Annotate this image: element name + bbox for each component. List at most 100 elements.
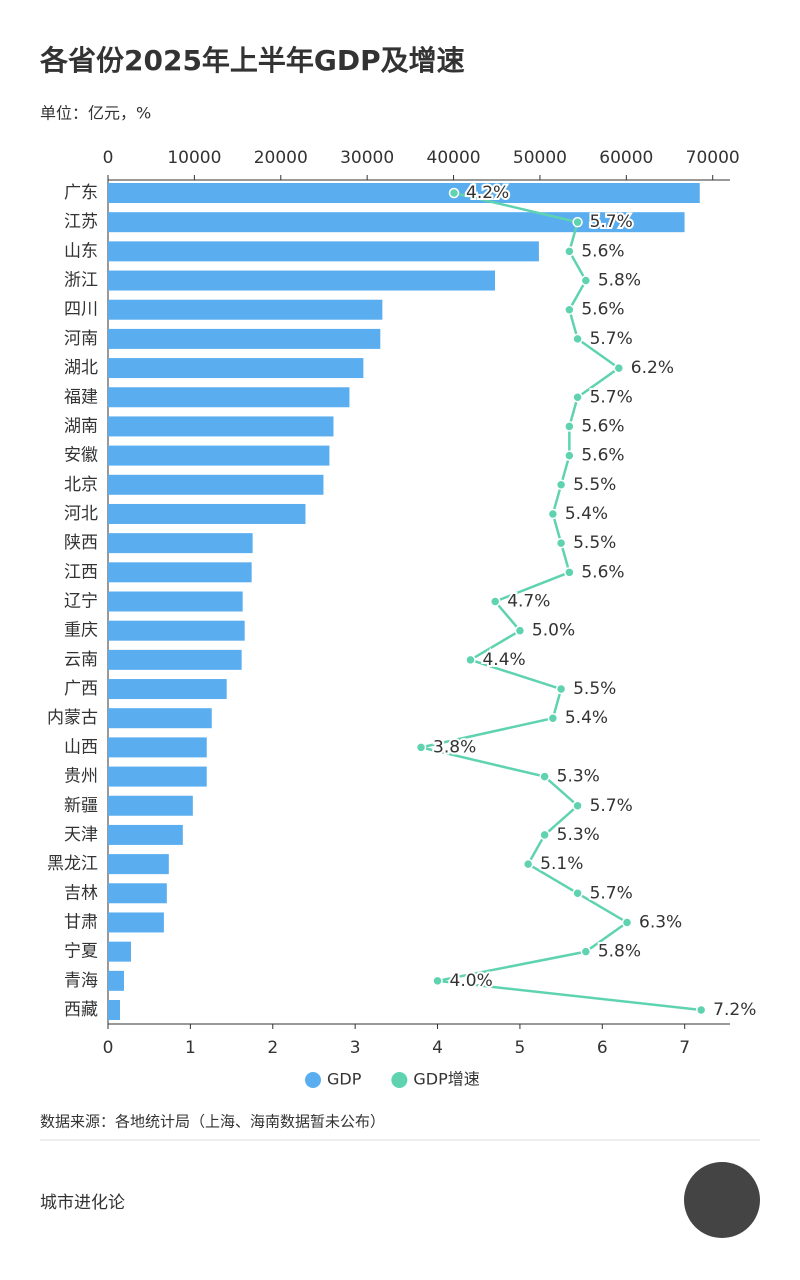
growth-label: 5.7%	[590, 796, 633, 816]
bar	[108, 591, 243, 612]
growth-point	[580, 275, 592, 286]
growth-label: 5.0%	[532, 621, 575, 641]
growth-point	[448, 187, 460, 199]
x2-tick-label: 5	[515, 1038, 526, 1058]
growth-point	[432, 975, 443, 987]
bar	[108, 824, 183, 845]
growth-point	[522, 858, 534, 870]
growth-point	[564, 304, 575, 315]
growth-label: 5.6%	[581, 562, 624, 582]
unit: 单位：亿元，%	[40, 104, 151, 123]
bar	[108, 883, 167, 904]
growth-point	[555, 537, 567, 549]
bar	[108, 183, 700, 203]
category-label: 甘肃	[64, 912, 98, 932]
growth-label: 5.6%	[581, 241, 624, 261]
growth-label: 5.6%	[581, 300, 624, 320]
bar	[108, 474, 324, 495]
x2-tick-label: 6	[597, 1038, 608, 1058]
category-label: 浙江	[64, 271, 98, 291]
bar	[108, 795, 193, 816]
growth-label: 5.5%	[573, 475, 616, 495]
title: 各省份2025年上半年GDP及增速	[39, 44, 465, 77]
growth-point	[580, 946, 592, 957]
growth-point	[555, 479, 567, 491]
x2-tick-label: 1	[185, 1038, 196, 1058]
category-label: 河北	[64, 504, 98, 524]
bar	[108, 270, 496, 291]
source: 数据来源：各地统计局（上海、海南数据暂未公布）	[40, 1113, 385, 1131]
category-label: 陕西	[64, 533, 98, 553]
growth-label: 5.3%	[557, 825, 600, 845]
x-tick-label: 70000	[686, 148, 740, 168]
legend-marker	[305, 1072, 321, 1088]
bar	[108, 445, 330, 466]
category-label: 辽宁	[64, 592, 98, 612]
bar	[108, 328, 381, 349]
growth-point	[564, 246, 575, 257]
growth-point	[564, 450, 575, 461]
bar	[108, 912, 164, 933]
bar	[108, 1000, 121, 1020]
category-label: 河南	[64, 329, 98, 349]
growth-line	[420, 191, 702, 1012]
bar	[108, 416, 334, 437]
growth-point	[547, 712, 559, 724]
category-label: 江西	[64, 562, 98, 582]
growth-label: 5.8%	[598, 942, 641, 962]
category-label: 江苏	[64, 212, 98, 232]
growth-point	[415, 742, 427, 753]
legend-label: GDP	[327, 1070, 362, 1089]
growth-point	[621, 917, 633, 928]
growth-label: 4.2%	[466, 183, 509, 203]
category-label: 新疆	[64, 796, 98, 816]
growth-label: 4.4%	[482, 650, 525, 670]
category-label: 四川	[64, 300, 98, 320]
growth-label: 5.7%	[590, 883, 633, 903]
growth-label: 7.2%	[713, 1000, 756, 1020]
bar	[108, 562, 252, 583]
legend-label: GDP增速	[413, 1070, 479, 1089]
x-tick-label: 50000	[513, 148, 567, 168]
growth-label: 5.5%	[573, 679, 616, 699]
growth-point	[572, 216, 583, 228]
category-label: 西藏	[64, 1000, 98, 1020]
growth-point	[555, 683, 567, 695]
bar	[108, 241, 539, 262]
growth-label: 5.4%	[565, 504, 608, 524]
category-label: 内蒙古	[47, 708, 98, 728]
logo	[684, 1162, 760, 1238]
growth-label: 5.8%	[598, 271, 641, 291]
growth-point	[539, 829, 550, 841]
category-label: 广西	[64, 679, 98, 699]
growth-label: 6.3%	[639, 912, 682, 932]
category-label: 云南	[64, 650, 98, 670]
growth-point	[572, 800, 583, 811]
bar	[108, 708, 212, 729]
x-tick-label: 40000	[427, 148, 481, 168]
x2-tick-label: 0	[103, 1038, 114, 1058]
legend-marker	[391, 1072, 408, 1088]
footer: 城市进化论	[40, 1193, 125, 1213]
category-label: 青海	[64, 971, 98, 991]
growth-label: 4.0%	[450, 971, 493, 991]
category-label: 福建	[64, 387, 98, 407]
x2-tick-label: 3	[350, 1038, 361, 1058]
bar	[108, 970, 124, 991]
bar	[108, 649, 242, 670]
growth-label: 5.7%	[590, 212, 633, 232]
growth-label: 5.7%	[590, 387, 633, 407]
growth-point	[695, 1004, 707, 1016]
bar	[108, 533, 253, 554]
category-label: 安徽	[64, 446, 98, 466]
category-label: 湖北	[64, 358, 98, 378]
growth-label: 6.2%	[631, 358, 674, 378]
category-label: 湖南	[64, 416, 98, 436]
growth-label: 5.7%	[590, 329, 633, 349]
growth-point	[572, 392, 583, 403]
category-label: 宁夏	[64, 942, 98, 962]
bar	[108, 212, 685, 233]
x2-tick-label: 4	[432, 1038, 443, 1058]
growth-point	[572, 333, 583, 345]
